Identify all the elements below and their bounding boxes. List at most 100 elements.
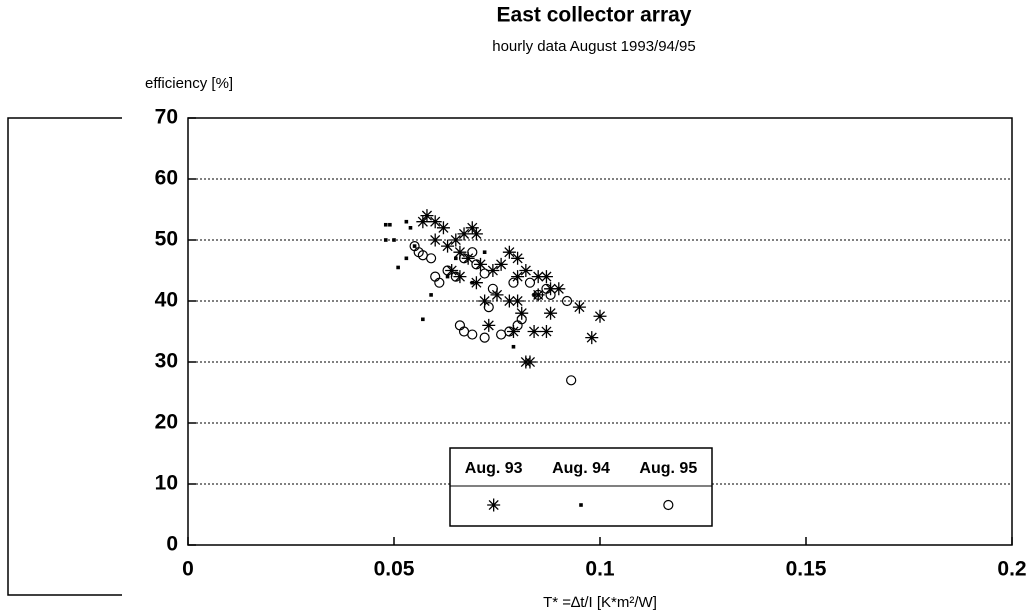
asterisk-stroke	[593, 309, 607, 323]
asterisk-stroke	[502, 294, 516, 308]
y-tick-label: 0	[166, 533, 178, 556]
dot-marker	[404, 256, 409, 261]
asterisk-stroke	[416, 215, 430, 229]
circle-marker	[504, 326, 515, 337]
asterisk-stroke	[494, 257, 508, 271]
asterisk-stroke	[487, 498, 501, 512]
circle-marker	[467, 329, 478, 340]
asterisk-marker	[469, 276, 483, 290]
asterisk-stroke	[420, 209, 434, 223]
asterisk-stroke	[515, 306, 529, 320]
asterisk-marker	[523, 355, 537, 369]
circle-marker	[561, 295, 573, 307]
legend-marker	[487, 498, 501, 512]
legend-marker	[663, 499, 674, 511]
asterisk-marker	[416, 215, 430, 229]
asterisk-marker	[511, 251, 525, 265]
asterisk-stroke	[441, 239, 455, 253]
asterisk-marker	[449, 233, 463, 247]
asterisk-marker	[502, 294, 516, 308]
asterisk-stroke	[539, 270, 553, 284]
dot-marker	[404, 219, 409, 224]
asterisk-marker	[515, 306, 529, 320]
circle-marker	[442, 265, 453, 276]
asterisk-marker	[428, 215, 442, 229]
asterisk-stroke	[478, 294, 492, 308]
asterisk-marker	[531, 270, 545, 284]
x-tick-label: 0.2	[997, 558, 1026, 581]
circle-marker	[479, 332, 490, 343]
y-tick-label: 20	[155, 411, 178, 434]
dot-marker	[421, 317, 425, 322]
dot-marker	[396, 265, 400, 270]
dot-marker	[392, 238, 396, 242]
circle-marker	[471, 259, 482, 270]
asterisk-stroke	[552, 282, 566, 296]
circle-marker	[545, 289, 556, 300]
dot-marker	[445, 274, 450, 279]
asterisk-marker	[511, 270, 525, 284]
asterisk-marker	[539, 325, 553, 338]
asterisk-marker	[511, 294, 525, 308]
x-tick-label: 0.1	[585, 558, 615, 581]
asterisk-marker	[490, 288, 504, 302]
asterisk-marker	[482, 318, 496, 332]
circle-marker	[425, 253, 437, 264]
asterisk-stroke	[523, 355, 537, 369]
chart-title: East collector array	[497, 4, 692, 27]
asterisk-marker	[519, 264, 533, 277]
asterisk-marker	[502, 245, 516, 259]
asterisk-marker	[420, 209, 434, 223]
asterisk-marker	[465, 221, 479, 235]
y-tick-label: 30	[155, 350, 178, 373]
circle-marker	[467, 247, 478, 258]
asterisk-marker	[457, 227, 471, 241]
asterisk-stroke	[469, 227, 483, 241]
asterisk-stroke	[428, 215, 442, 229]
circle-marker	[450, 271, 461, 282]
asterisk-marker	[453, 245, 467, 259]
asterisk-stroke	[502, 245, 516, 259]
asterisk-stroke	[544, 306, 558, 320]
y-tick-label: 70	[155, 106, 178, 129]
asterisk-stroke	[469, 276, 483, 290]
asterisk-stroke	[511, 270, 525, 284]
asterisk-marker	[572, 300, 586, 314]
legend-box	[449, 447, 713, 527]
circle-marker	[479, 268, 490, 279]
asterisk-marker	[544, 306, 558, 320]
circle-marker	[458, 253, 470, 264]
asterisk-marker	[539, 270, 553, 284]
circle-marker	[483, 302, 494, 313]
asterisk-stroke	[585, 331, 599, 345]
asterisk-marker	[441, 239, 455, 253]
dot-marker	[429, 293, 433, 297]
asterisk-marker	[478, 294, 492, 308]
circle-marker	[487, 283, 498, 294]
x-tick-label: 0	[182, 558, 194, 581]
y-tick-label: 50	[155, 228, 178, 251]
asterisk-stroke	[539, 325, 553, 338]
circle-marker	[434, 277, 445, 288]
y-tick-label: 10	[155, 472, 178, 495]
asterisk-stroke	[531, 288, 545, 302]
dot-marker	[412, 244, 417, 248]
asterisk-marker	[585, 331, 599, 345]
asterisk-stroke	[486, 264, 500, 277]
asterisk-stroke	[482, 318, 496, 332]
bracket	[7, 117, 122, 596]
asterisk-marker	[486, 264, 500, 277]
asterisk-marker	[436, 221, 450, 235]
legend-label: Aug. 94	[552, 460, 610, 477]
asterisk-marker	[593, 309, 607, 323]
asterisk-marker	[527, 325, 541, 338]
y-axis-label: efficiency [%]	[145, 75, 233, 92]
x-tick-label: 0.15	[786, 558, 827, 581]
dot-marker	[470, 280, 475, 285]
legend-label: Aug. 95	[639, 460, 697, 477]
dot-marker	[408, 226, 413, 230]
asterisk-stroke	[572, 300, 586, 314]
dot-marker	[383, 238, 388, 242]
dot-marker	[482, 250, 487, 254]
